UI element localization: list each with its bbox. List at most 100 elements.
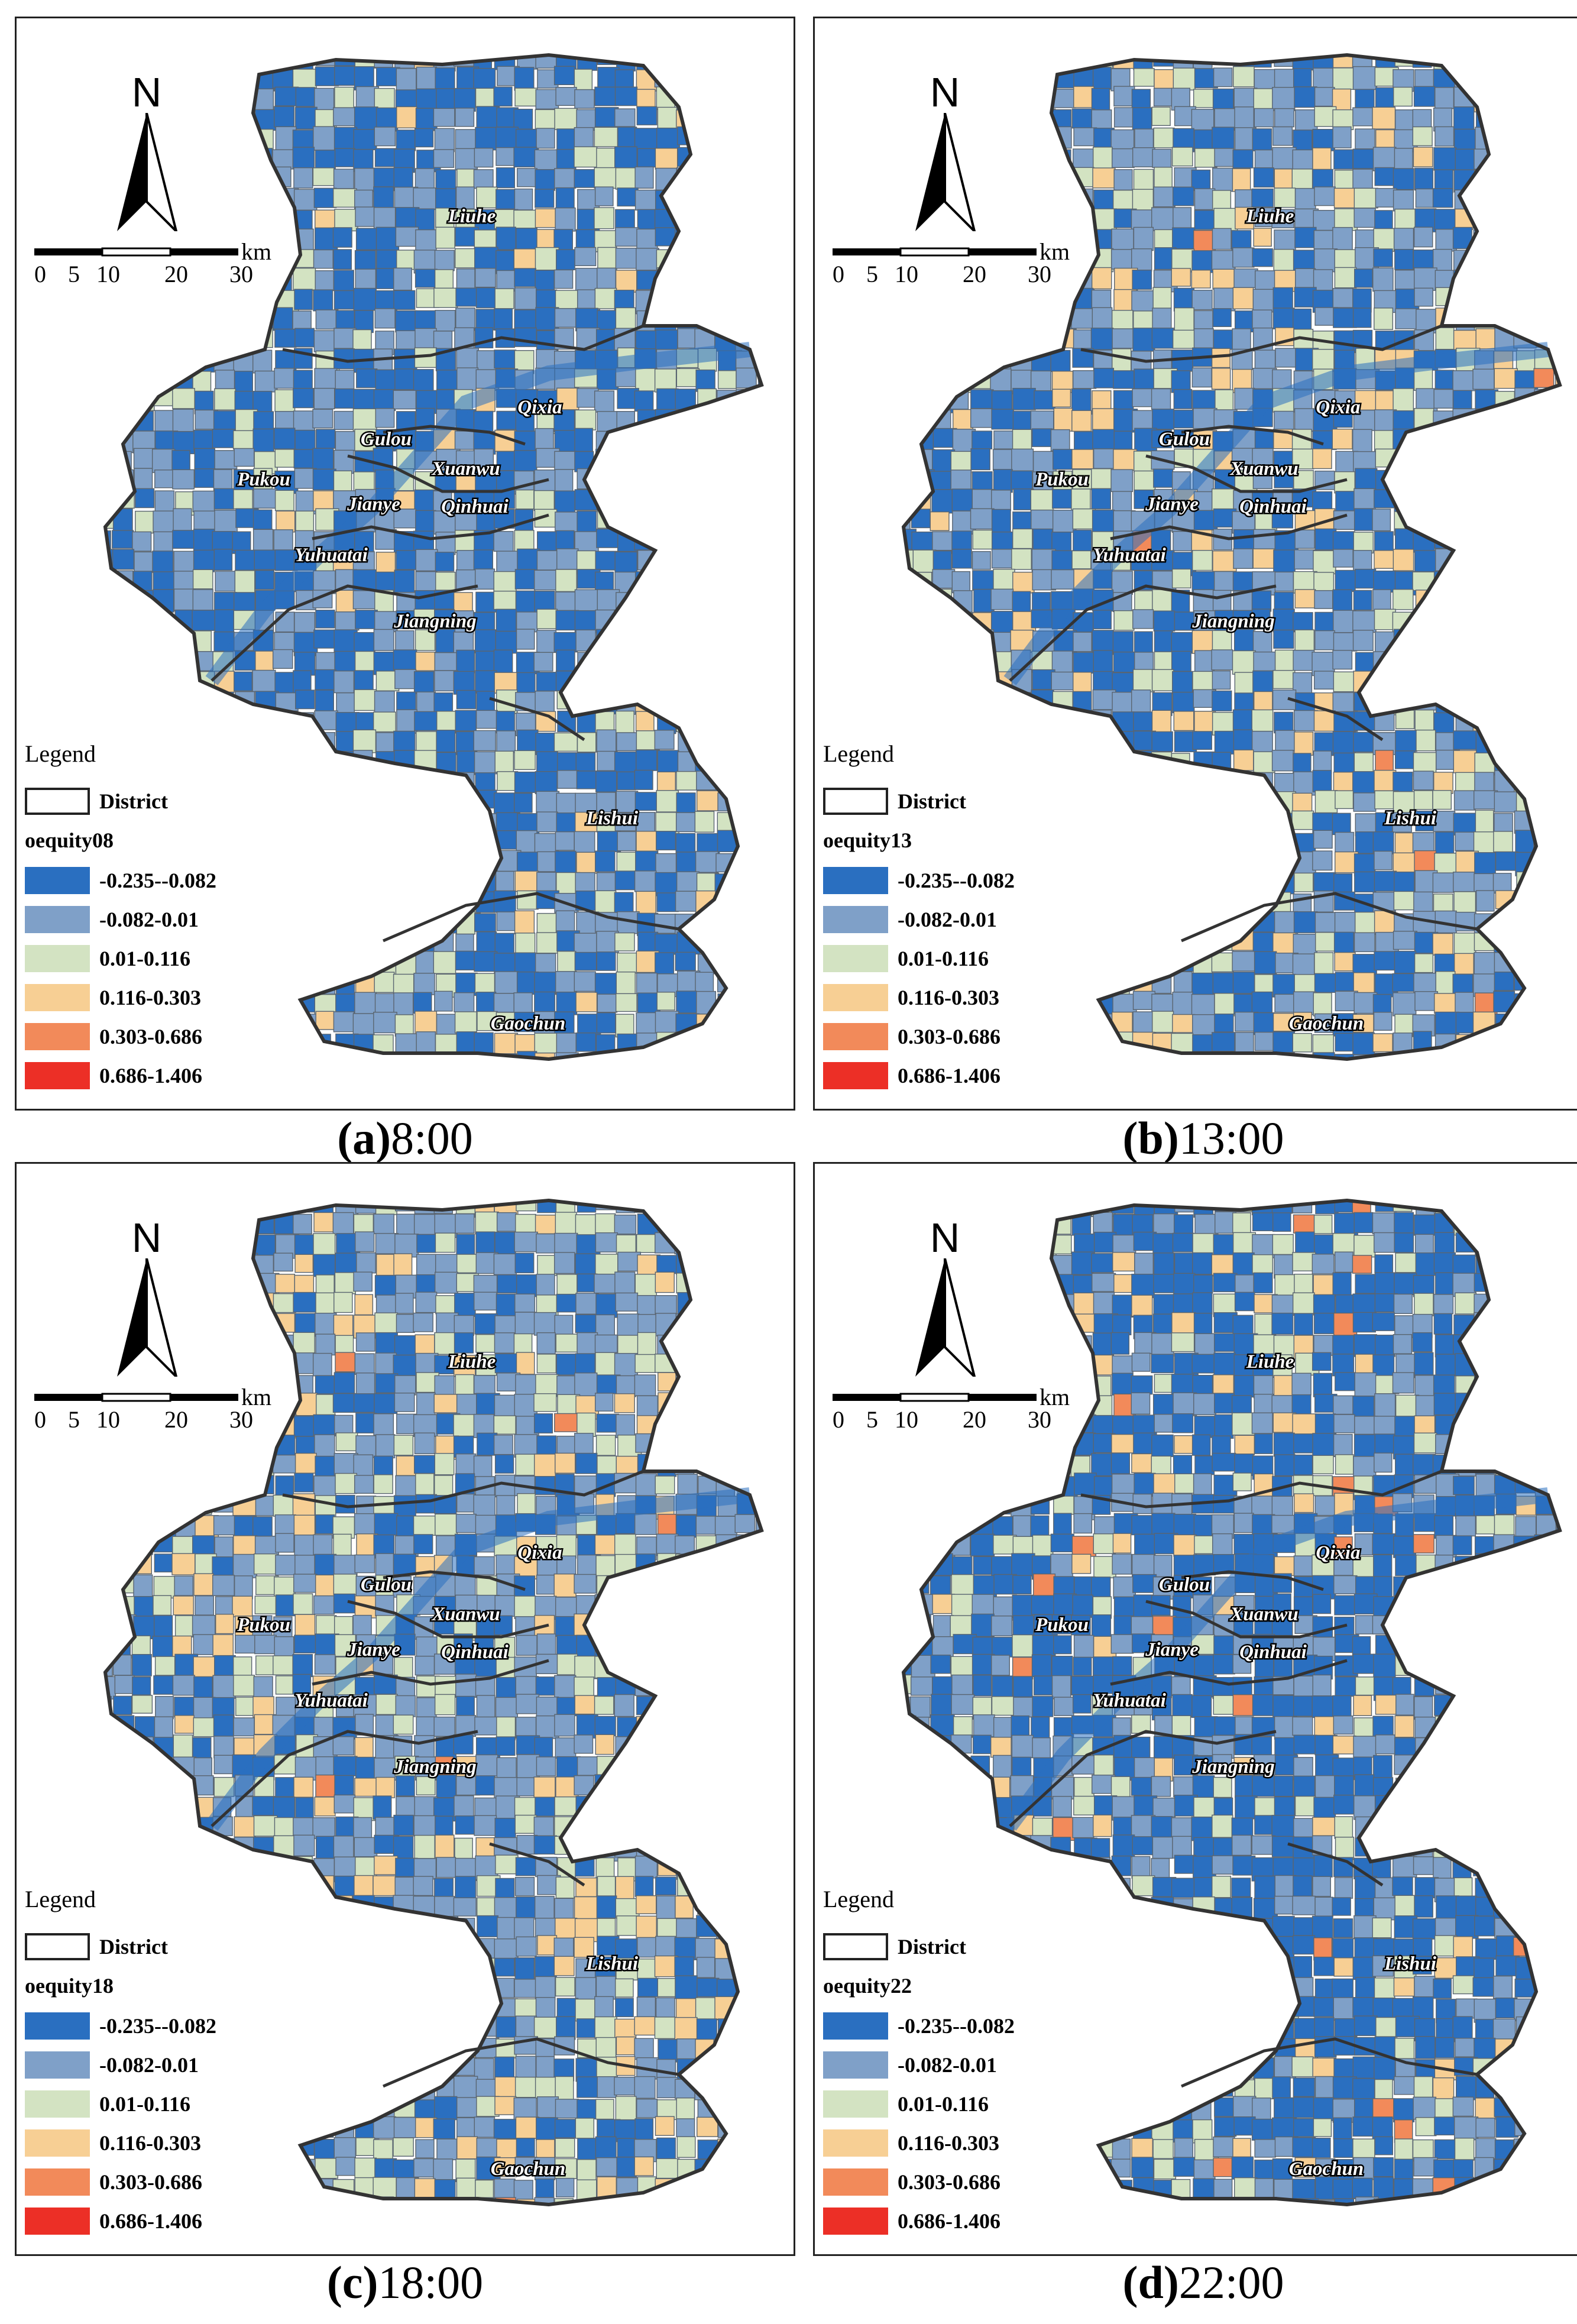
zone-cell xyxy=(152,310,174,331)
zone-cell xyxy=(1032,528,1053,552)
zone-cell xyxy=(616,1795,637,1815)
district-label: Gaochun xyxy=(491,1013,566,1034)
zone-cell xyxy=(1132,669,1155,692)
zone-cell xyxy=(374,810,394,835)
zone-cell xyxy=(272,149,294,170)
zone-cell xyxy=(496,147,516,166)
zone-cell xyxy=(635,711,655,732)
zone-cell xyxy=(1153,1053,1174,1059)
zone-cell xyxy=(1134,631,1153,656)
zone-cell xyxy=(1112,148,1135,169)
zone-cell xyxy=(354,891,373,911)
zone-cell xyxy=(514,910,535,934)
zone-cell xyxy=(475,670,497,694)
zone-cell xyxy=(1495,511,1516,531)
zone-cell xyxy=(252,1796,276,1816)
zone-cell xyxy=(154,1494,177,1518)
zone-cell xyxy=(234,328,255,351)
zone-cell xyxy=(252,189,272,213)
scale-unit: km xyxy=(241,238,272,265)
zone-cell xyxy=(1113,449,1138,471)
zone-cell xyxy=(1251,590,1272,612)
zone-cell xyxy=(234,371,253,393)
zone-cell xyxy=(734,490,756,510)
zone-cell xyxy=(1492,531,1517,554)
zone-cell xyxy=(1414,631,1436,650)
zone-cell xyxy=(1032,67,1054,88)
district-swatch xyxy=(823,788,888,815)
zone-cell xyxy=(1134,830,1153,852)
zone-cell xyxy=(1474,611,1496,632)
zone-cell xyxy=(1493,227,1516,247)
zone-cell xyxy=(252,509,273,530)
zone-cell xyxy=(655,1271,675,1293)
zone-cell xyxy=(1293,68,1312,88)
legend-class-row: 0.686-1.406 xyxy=(823,1056,1119,1095)
zone-cell xyxy=(396,870,417,892)
zone-cell xyxy=(1294,529,1315,549)
zone-cell xyxy=(1212,228,1232,250)
zone-cell xyxy=(375,1294,397,1315)
zone-cell xyxy=(194,329,216,353)
district-label: Xuanwu xyxy=(1229,458,1298,480)
zone-cell xyxy=(192,1615,216,1637)
zone-cell xyxy=(274,632,296,652)
zone-cell xyxy=(413,1876,433,1896)
zone-cell xyxy=(1513,730,1533,754)
zone-cell xyxy=(736,870,761,889)
zone-cell xyxy=(715,650,740,671)
zone-cell xyxy=(494,1818,516,1839)
zone-cell xyxy=(695,1555,717,1575)
zone-cell xyxy=(1011,548,1032,570)
zone-cell xyxy=(1472,368,1495,390)
zone-cell xyxy=(674,1956,694,1977)
zone-cell xyxy=(1314,790,1338,814)
zone-cell xyxy=(314,1654,336,1675)
zone-cell xyxy=(736,1555,759,1579)
zone-cell xyxy=(374,690,395,715)
zone-cell xyxy=(675,247,698,268)
zone-cell xyxy=(656,127,680,149)
zone-cell xyxy=(616,411,635,435)
zone-cell xyxy=(553,732,578,752)
zone-cell xyxy=(436,1857,456,1878)
zone-cell xyxy=(696,1696,720,1720)
zone-cell xyxy=(695,1274,719,1296)
zone-cell xyxy=(675,611,697,634)
zone-cell xyxy=(474,1032,494,1056)
zone-cell xyxy=(1253,651,1276,672)
zone-cell xyxy=(1275,730,1296,752)
zone-cell xyxy=(697,931,717,951)
zone-cell xyxy=(735,931,757,951)
legend-class-label: 0.01-0.116 xyxy=(898,947,989,970)
zone-cell xyxy=(314,368,338,391)
zone-cell xyxy=(1513,187,1536,209)
zone-cell xyxy=(533,1393,557,1412)
zone-cell xyxy=(614,1755,638,1780)
zone-cell xyxy=(1495,148,1518,171)
zone-cell xyxy=(697,1074,721,1095)
zone-cell xyxy=(1495,267,1518,290)
zone-cell xyxy=(1374,769,1397,791)
zone-cell xyxy=(252,1516,273,1539)
district-label: Pukou xyxy=(1035,469,1089,490)
zone-cell xyxy=(1174,1074,1196,1093)
zone-cell xyxy=(315,1312,337,1337)
zone-cell xyxy=(1393,651,1415,671)
zone-cell xyxy=(414,1834,435,1859)
zone-cell xyxy=(274,712,299,736)
zone-cell xyxy=(1413,771,1434,791)
zone-cell xyxy=(676,991,697,1014)
zone-cell xyxy=(172,469,195,490)
zone-cell xyxy=(1232,66,1255,88)
zone-cell xyxy=(415,1655,435,1676)
zone-cell xyxy=(577,690,600,714)
zone-cell xyxy=(1514,488,1535,509)
zone-cell xyxy=(476,1897,497,1918)
zone-cell xyxy=(1012,387,1036,410)
zone-cell xyxy=(595,1293,618,1318)
zone-cell xyxy=(413,1052,434,1059)
zone-cell xyxy=(991,509,1011,533)
